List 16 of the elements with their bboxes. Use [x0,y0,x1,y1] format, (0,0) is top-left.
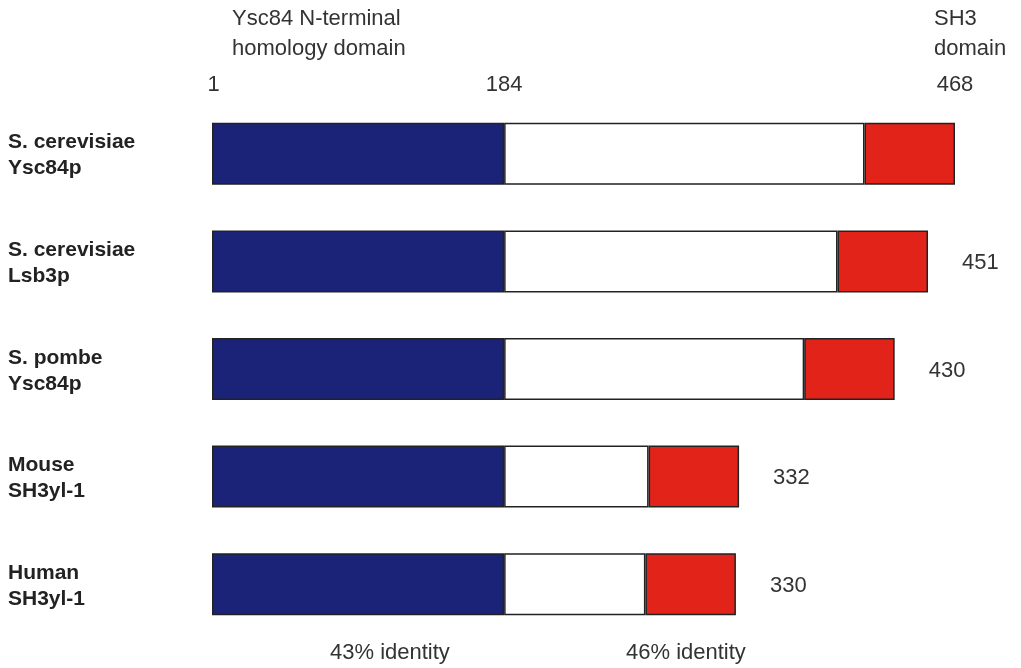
y-tick-label: S. cerevisiae Lsb3p [8,236,136,286]
y-tick-label: S. cerevisiae Ysc84p [8,129,136,179]
y-tick-label: Human SH3yl-1 [8,559,86,609]
total-label: 451 [962,248,999,274]
text: 43% identity [330,638,450,664]
total-label: 430 [928,356,966,382]
x-tick-label: 1 [207,70,220,96]
total-label: 332 [773,464,810,490]
x-tick-label: 184 [485,70,523,96]
y-tick-label: S. pombe Ysc84p [8,344,103,394]
text: SH3 domain [934,4,1007,60]
text: 46% identity [626,638,746,664]
text: Ysc84 N-terminal homology domain [232,4,406,60]
total-label: 330 [769,571,807,597]
x-tick-label: 468 [936,70,974,96]
y-tick-label: Mouse SH3yl-1 [8,452,86,502]
